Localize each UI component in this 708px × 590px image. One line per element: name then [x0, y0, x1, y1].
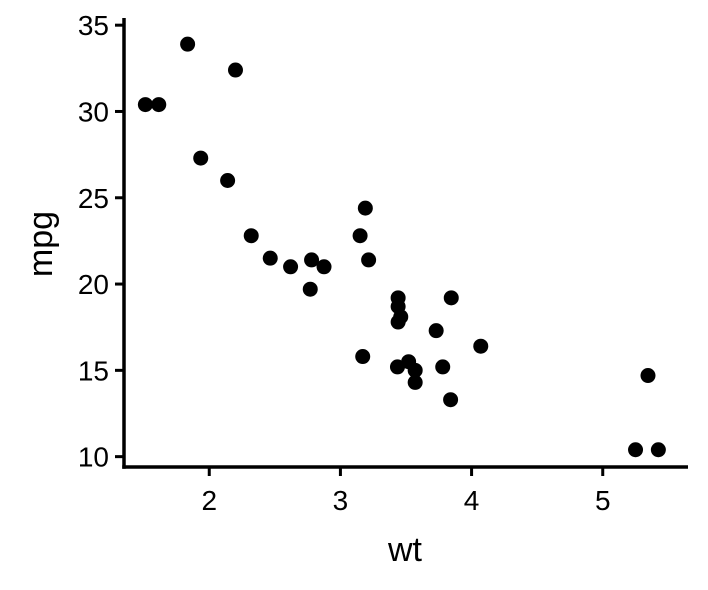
data-point [262, 250, 278, 266]
data-point [357, 200, 373, 216]
data-point [227, 62, 243, 78]
x-tick-label: 5 [595, 485, 611, 516]
y-axis-title: mpg [22, 211, 60, 277]
data-point [243, 228, 259, 244]
data-point [407, 374, 423, 390]
data-point [355, 349, 371, 365]
y-tick-label: 30 [78, 96, 109, 127]
y-tick-label: 20 [78, 269, 109, 300]
y-axis-ticks: 10 15 20 25 30 35 [78, 10, 124, 473]
y-tick-label: 35 [78, 10, 109, 41]
data-point [304, 252, 320, 268]
x-tick-label: 4 [464, 485, 480, 516]
data-point [389, 359, 405, 375]
data-point [151, 97, 167, 113]
y-tick-label: 15 [78, 355, 109, 386]
x-axis-ticks: 2 3 4 5 [201, 467, 611, 516]
y-tick-label: 10 [78, 442, 109, 473]
axes-layer: 2 3 4 5 10 15 20 25 30 35 [78, 10, 688, 516]
data-point [628, 442, 644, 458]
x-axis-title: wt [387, 531, 423, 569]
data-point [640, 368, 656, 384]
data-point [443, 392, 459, 408]
data-point [390, 314, 406, 330]
data-point [180, 36, 196, 52]
data-point [361, 252, 377, 268]
data-point [302, 281, 318, 297]
data-point [390, 290, 406, 306]
y-tick-label: 25 [78, 183, 109, 214]
data-point [650, 442, 666, 458]
data-point [137, 97, 153, 113]
data-point [473, 338, 489, 354]
data-point [407, 362, 423, 378]
data-point [283, 259, 299, 275]
data-point [352, 228, 368, 244]
data-point [220, 173, 236, 189]
data-point [193, 150, 209, 166]
x-tick-label: 2 [201, 485, 217, 516]
data-point [443, 290, 459, 306]
data-point [428, 323, 444, 339]
data-point [435, 359, 451, 375]
data-point [316, 259, 332, 275]
x-tick-label: 3 [333, 485, 349, 516]
points-layer [137, 36, 666, 458]
